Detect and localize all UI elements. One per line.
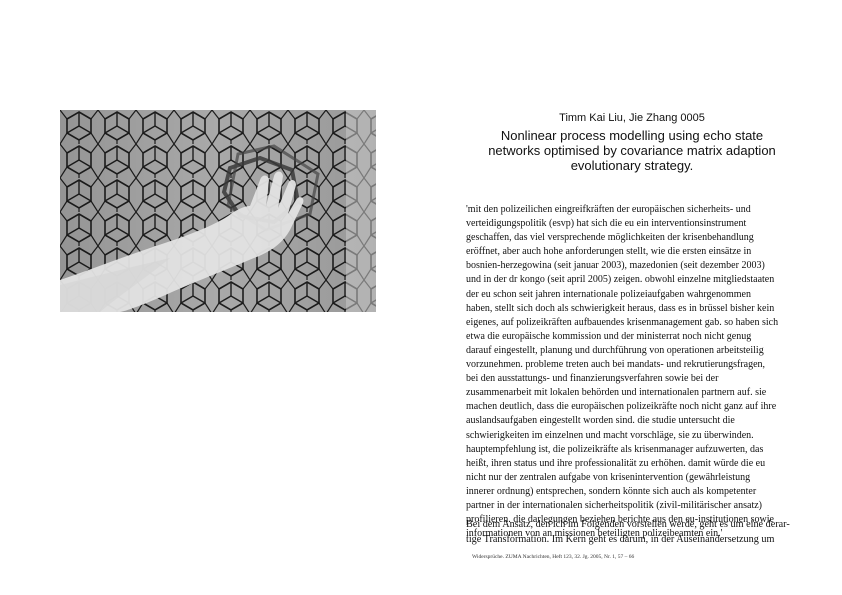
- abstract-line: eröffnet, aber auch hohe anforderungen s…: [466, 246, 752, 258]
- abstract-line: hauptempfehlung ist, die polizeikräfte a…: [466, 443, 764, 455]
- abstract-line: bei den ausstattungs- und finanzierungsv…: [466, 373, 719, 385]
- authors: Timm Kai Liu, Jie Zhang 0005: [559, 112, 705, 124]
- abstract: 'mit den polizeilichen eingreifkräften d…: [466, 203, 798, 541]
- title-line: Nonlinear process modelling using echo s…: [500, 128, 764, 143]
- abstract-line: machen deutlich, dass die europäischen p…: [466, 401, 777, 413]
- abstract-line: etwa die europäische kommission und der …: [466, 330, 752, 342]
- body-line: Bei dem Ansatz, den ich im Folgenden vor…: [466, 519, 790, 530]
- abstract-line: zusammenarbeit mit lokalen behörden und …: [466, 387, 767, 399]
- abstract-line: auslandsaufgaben eingestellt worden sind…: [466, 415, 735, 427]
- abstract-line: bosnien-herzegowina (seit januar 2003), …: [466, 260, 765, 272]
- abstract-line: profilieren. die darlegungen beziehen be…: [466, 514, 774, 526]
- abstract-line: darauf eingestellt, planung und durchfüh…: [466, 344, 764, 356]
- photo: [60, 110, 376, 312]
- abstract-line: schwierigkeiten im einzelnen und macht v…: [466, 429, 754, 441]
- tiled-wall-hand-photo: [60, 110, 376, 312]
- abstract-line: vorzunehmen. probleme treten auch bei ma…: [466, 359, 766, 371]
- body-paragraph: Bei dem Ansatz, den ich im Folgenden vor…: [466, 517, 798, 547]
- abstract-line: der eu schon seit jahren internationale …: [466, 288, 751, 300]
- abstract-line: partner in der internationalen sicherhei…: [466, 499, 763, 511]
- abstract-line: heißt, ihren status und ihre professiona…: [466, 457, 766, 469]
- abstract-line: und in der dr kongo (seit april 2005) ze…: [466, 274, 775, 286]
- abstract-line: haben, stellt sich doch als schwierigkei…: [466, 302, 775, 314]
- abstract-line: geschaffen, das viel versprechende mögli…: [466, 232, 754, 244]
- title-line: evolutionary strategy.: [570, 158, 694, 173]
- body-line: tige Transformation. Im Kern geht es dar…: [466, 534, 775, 546]
- paper-title: Nonlinear process modelling using echo s…: [466, 128, 798, 173]
- title-line: networks optimised by covariance matrix …: [488, 143, 776, 158]
- abstract-line: 'mit den polizeilichen eingreifkräften d…: [466, 204, 751, 215]
- footer-citation: Widersprüche. ZUMA Nachrichten, Heft 123…: [472, 554, 635, 560]
- abstract-line: nicht nur der zentralen aufgabe von kris…: [466, 471, 751, 483]
- abstract-line: eigenes, auf polizeikräften aufbauendes …: [466, 316, 779, 328]
- abstract-line: innerer ordnung) entsprechen, sondern kö…: [466, 485, 757, 497]
- abstract-line: verteidigungspolitik (esvp) hat sich die…: [466, 218, 747, 230]
- abstract-line: informationen von an missionen beteiligt…: [466, 528, 723, 540]
